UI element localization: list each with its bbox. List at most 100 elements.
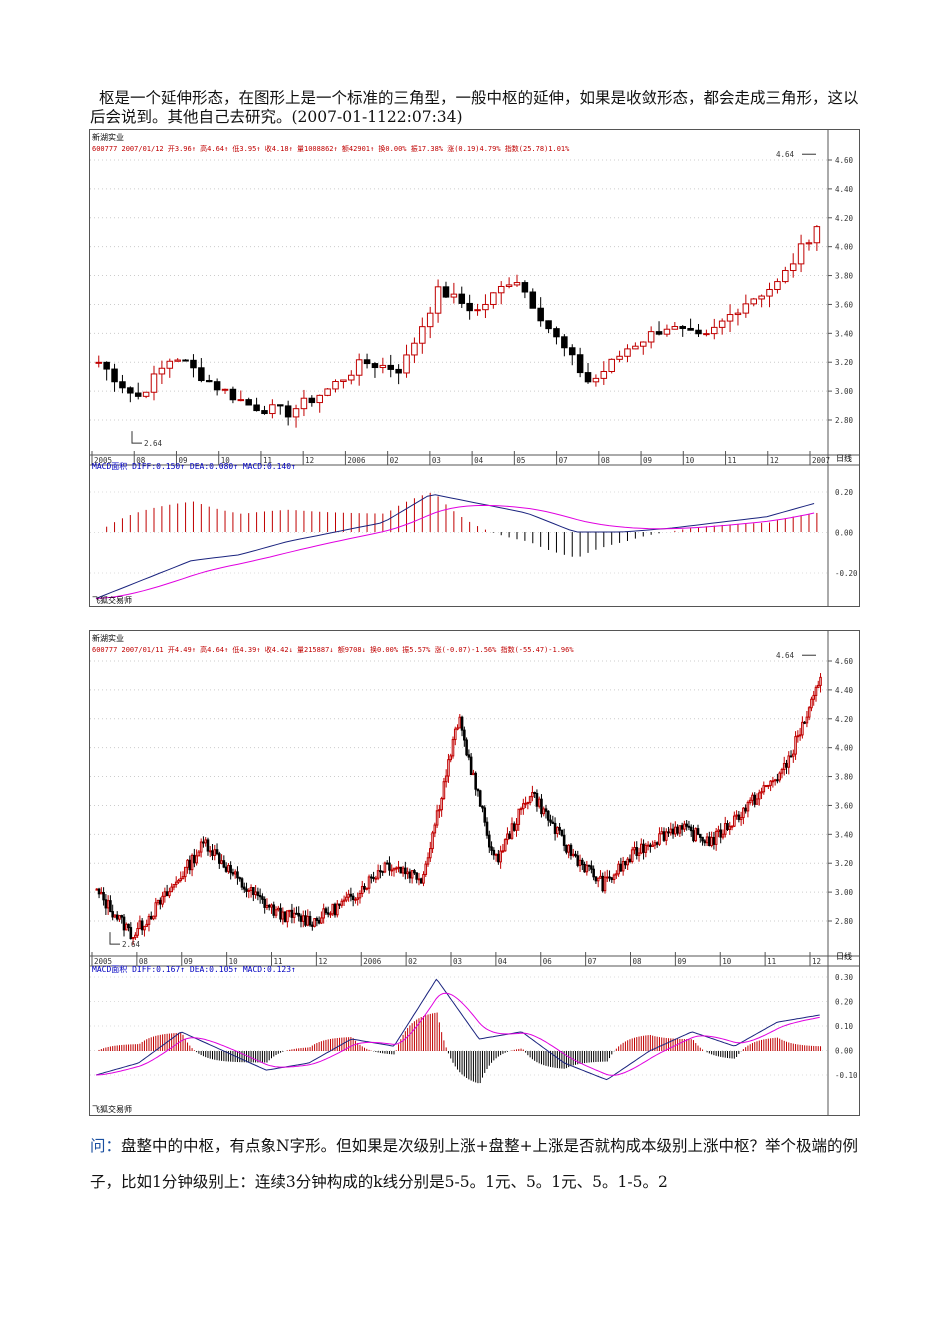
candle-body <box>537 798 541 807</box>
candle-body <box>326 912 330 915</box>
candle-body <box>662 831 666 841</box>
candle-body <box>492 849 496 856</box>
price-tick-label: 4.00 <box>835 243 854 252</box>
candle-body <box>481 805 484 809</box>
candle-body <box>333 903 337 916</box>
candle-body <box>324 388 331 396</box>
candle-body <box>658 833 661 845</box>
candle-body <box>540 798 543 815</box>
candle-body <box>158 367 166 375</box>
candle-body <box>140 920 144 931</box>
candle-body <box>782 270 789 283</box>
candle-body <box>794 736 797 755</box>
macd-tick-label: 0.20 <box>835 998 854 1007</box>
candle-body <box>220 860 223 864</box>
candle-body <box>723 823 727 835</box>
candle-body <box>286 910 289 923</box>
candle-body <box>490 292 497 305</box>
candle-body <box>521 282 529 293</box>
candle-body <box>476 788 480 792</box>
candle-body <box>136 928 139 936</box>
macd-tick-label: -0.20 <box>835 569 858 578</box>
candle-body <box>329 913 332 916</box>
candle-body <box>506 833 509 841</box>
candle-body <box>499 850 502 863</box>
candle-body <box>111 911 114 918</box>
candle-body <box>451 739 455 757</box>
candle-body <box>701 836 704 842</box>
candle-body <box>615 873 618 876</box>
date-tick-label: 12 <box>305 456 314 465</box>
candle-body <box>324 908 328 914</box>
candle-body <box>179 878 183 881</box>
stock-chart-2: 新湖实业 600777 2007/01/11 开4.49↑ 高4.64↑ 低4.… <box>89 630 860 1116</box>
candle-body <box>474 772 477 790</box>
candle-body <box>757 792 761 800</box>
candle-body <box>512 823 516 831</box>
candle-body <box>426 312 434 328</box>
candle-body <box>283 911 287 923</box>
candle-body <box>408 871 412 879</box>
candle-body <box>621 861 625 872</box>
candle-body <box>355 359 363 376</box>
candle-body <box>610 877 614 881</box>
candle-body <box>814 686 818 696</box>
candle-body <box>442 781 446 799</box>
candle-body <box>411 342 418 356</box>
candle-body <box>483 807 487 823</box>
candle-body <box>805 716 809 724</box>
low-label: 2.64 <box>144 439 163 448</box>
candle-body <box>533 792 536 795</box>
candle-body <box>678 825 682 834</box>
candle-body <box>103 361 110 370</box>
candle-body <box>335 903 339 916</box>
candle-body <box>703 840 707 844</box>
date-tick-label: 11 <box>728 456 737 465</box>
candle-body <box>120 915 124 918</box>
candle-body <box>360 885 364 895</box>
candle-body <box>198 367 205 382</box>
candle-body <box>367 876 371 889</box>
macd-tick-label: 0.10 <box>835 1022 854 1031</box>
chart1-macd-header: MACD面积 DIFF:0.150↑ DEA:0.080↑ MACD:0.140… <box>92 462 296 471</box>
candle-body <box>419 326 426 344</box>
high-label: 4.64 <box>776 150 795 159</box>
candle-body <box>424 863 428 875</box>
candle-body <box>760 791 763 794</box>
date-tick-label: 10 <box>221 456 231 465</box>
candle-body <box>671 828 675 835</box>
candle-body <box>653 842 657 846</box>
candle-body <box>671 326 679 330</box>
chart1-period-label: 日线 <box>836 454 852 463</box>
candle-body <box>124 923 128 931</box>
candle-body <box>501 850 505 853</box>
price-tick-label: 2.80 <box>835 917 854 926</box>
candle-body <box>413 870 416 874</box>
candle-body <box>458 293 466 304</box>
candle-body <box>513 282 521 286</box>
candle-body <box>771 780 775 783</box>
candle-body <box>553 328 560 338</box>
candle-body <box>792 753 795 757</box>
candle-body <box>306 915 310 926</box>
candle-body <box>733 815 736 827</box>
candle-body <box>465 739 468 756</box>
price-tick-label: 4.60 <box>835 156 854 165</box>
candle-body <box>97 888 101 895</box>
candle-body <box>166 360 174 369</box>
candle-body <box>599 875 602 879</box>
candle-body <box>372 877 375 880</box>
candle-body <box>403 354 410 374</box>
candle-body <box>789 755 793 758</box>
date-tick-label: 2005 <box>94 456 112 465</box>
candle-body <box>642 843 645 853</box>
candle-body <box>267 904 271 908</box>
candle-body <box>129 927 133 940</box>
candle-body <box>215 849 219 855</box>
candle-body <box>528 796 532 803</box>
candle-body <box>478 790 482 807</box>
candle-body <box>365 887 369 890</box>
candle-body <box>711 326 718 335</box>
candle-body <box>134 392 142 397</box>
candle-body <box>131 937 135 940</box>
